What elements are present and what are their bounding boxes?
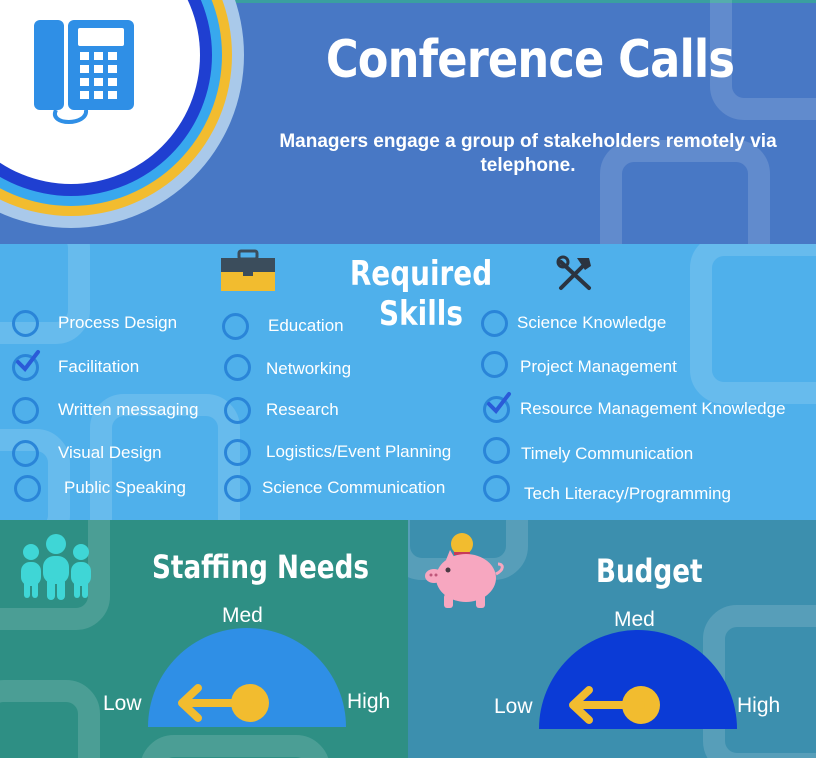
- staffing-title: Staffing Needs: [152, 548, 369, 586]
- skill-label: Science Knowledge: [517, 313, 667, 332]
- skill-label: Visual Design: [58, 443, 162, 462]
- budget-panel: Budget Med Low High: [408, 520, 816, 758]
- skill-checkbox[interactable]: [14, 475, 41, 502]
- skill-checkbox[interactable]: [224, 475, 251, 502]
- toolbox-icon: [221, 249, 275, 291]
- header-top-line: [0, 0, 816, 3]
- gauge-label-med: Med: [614, 608, 655, 631]
- header-section: Conference Calls Managers engage a group…: [0, 0, 816, 244]
- skill-checkbox[interactable]: [224, 439, 251, 466]
- skill-checkbox[interactable]: [224, 354, 251, 381]
- telephone-icon: [34, 20, 134, 124]
- skill-checkbox[interactable]: [12, 440, 39, 467]
- skill-label: Project Management: [520, 357, 677, 376]
- skill-label: Networking: [266, 359, 352, 378]
- decor-rounded-square: [0, 680, 100, 758]
- gauge-needle: [178, 684, 269, 722]
- skill-label: Logistics/Event Planning: [266, 442, 452, 461]
- skill-label: Public Speaking: [64, 478, 186, 497]
- gauge-label-low: Low: [103, 692, 142, 715]
- decor-rounded-square: [0, 520, 110, 630]
- gauge-label-high: High: [737, 694, 781, 717]
- skill-checkbox[interactable]: [12, 354, 39, 381]
- decor-rounded-square: [690, 244, 816, 404]
- skill-checkbox[interactable]: [222, 313, 249, 340]
- checkmark-icon: [16, 350, 40, 373]
- skill-label: Education: [268, 316, 344, 335]
- skill-label: Tech Literacy/Programming: [524, 484, 731, 503]
- skill-checkbox[interactable]: [483, 475, 510, 502]
- decor-rounded-square: [140, 735, 330, 758]
- skill-checkbox[interactable]: [481, 351, 508, 378]
- skill-label: Facilitation: [58, 357, 140, 376]
- gauge-label-high: High: [347, 690, 391, 713]
- piggy-bank-icon: [425, 533, 504, 608]
- skill-label: Written messaging: [58, 400, 199, 419]
- decor-rounded-square: [600, 140, 770, 244]
- skills-title: Required Skills: [349, 254, 493, 334]
- skill-checkbox[interactable]: [224, 397, 251, 424]
- skill-label: Resource Management Knowledge: [520, 399, 786, 418]
- people-icon: [21, 534, 91, 600]
- skill-label: Process Design: [58, 313, 178, 332]
- skill-label: Timely Communication: [521, 444, 694, 463]
- skill-checkbox[interactable]: [483, 437, 510, 464]
- gauge-label-low: Low: [494, 695, 533, 718]
- skill-checkbox[interactable]: [12, 310, 39, 337]
- page-subtitle: Managers engage a group of stakeholders …: [279, 131, 777, 176]
- gauge-label-med: Med: [222, 604, 263, 627]
- skill-label: Research: [266, 400, 339, 419]
- skill-checkbox[interactable]: [483, 396, 510, 423]
- skill-checkbox[interactable]: [481, 310, 508, 337]
- staffing-gauge: [148, 628, 346, 727]
- checkmark-icon: [487, 392, 511, 415]
- budget-gauge: [539, 630, 737, 729]
- staffing-needs-panel: Staffing Needs Med Low High: [0, 520, 408, 758]
- tools-icon: [556, 255, 591, 290]
- gauge-needle: [569, 686, 660, 724]
- skill-checkbox[interactable]: [12, 397, 39, 424]
- page-title: Conference Calls: [325, 30, 735, 90]
- skill-label: Science Communication: [262, 478, 446, 497]
- required-skills-section: Required Skills Process Design Facilitat…: [0, 244, 816, 520]
- decor-rounded-square: [710, 0, 816, 120]
- budget-title: Budget: [596, 552, 703, 590]
